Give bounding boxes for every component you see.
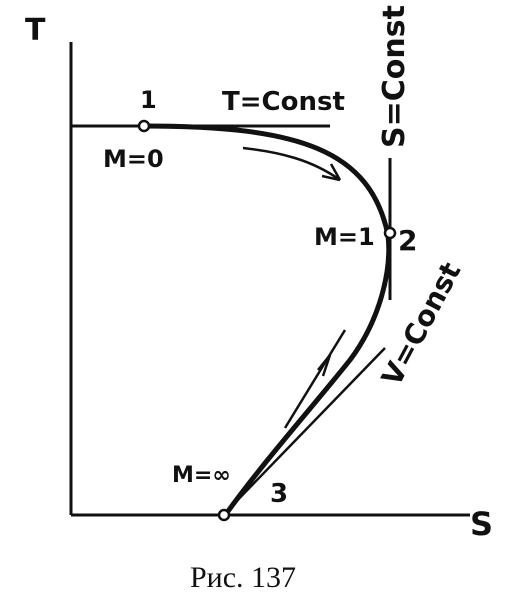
flow-arrows: [242, 146, 347, 429]
axes: T S: [25, 13, 493, 543]
point-1-mach: M=0: [103, 145, 164, 173]
auxiliary-lines: [71, 124, 392, 513]
arrow-lower: [283, 329, 347, 429]
labels: 1 M=0 T=Const S=Const M=1 2 V=Const M=∞ …: [103, 5, 468, 509]
arrow-upper: [242, 146, 341, 182]
point-2-number: 2: [398, 224, 417, 257]
point-3-mach: M=∞: [172, 463, 231, 488]
y-axis-label: T: [25, 13, 46, 48]
arrow-upper-head: [321, 163, 342, 182]
point-3-number: 3: [270, 479, 288, 509]
figure-caption: Рис. 137: [190, 561, 296, 594]
isotherm-label: T=Const: [222, 87, 345, 117]
isochore-line: [225, 347, 386, 513]
arrow-lower-head: [317, 354, 332, 377]
x-axis-label: S: [470, 505, 493, 543]
state-points: [137, 119, 397, 522]
point-2-marker: [383, 226, 397, 240]
point-2-mach: M=1: [314, 223, 375, 251]
process-curve: [141, 123, 392, 517]
point-1-marker: [137, 119, 151, 133]
point-3-marker: [217, 508, 231, 522]
isentrope-label: S=Const: [377, 5, 412, 148]
point-1-number: 1: [140, 86, 157, 114]
